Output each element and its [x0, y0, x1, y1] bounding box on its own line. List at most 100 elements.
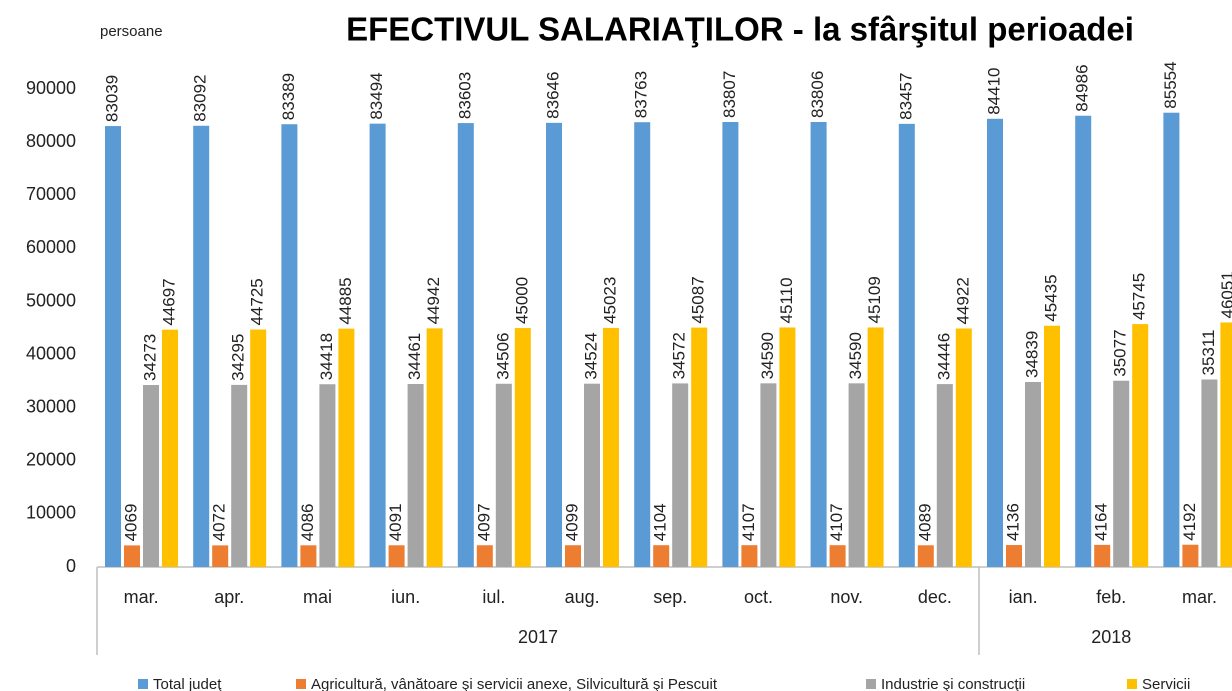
value-label: 45023 — [600, 277, 619, 324]
x-tick-label: mar. — [1182, 587, 1217, 607]
legend-label: Total judeţ — [153, 676, 222, 691]
bar — [829, 545, 846, 567]
bar — [1025, 382, 1041, 567]
x-tick-label: aug. — [565, 587, 600, 607]
bar — [1220, 322, 1232, 567]
x-tick-label: feb. — [1096, 587, 1126, 607]
bar — [193, 125, 210, 567]
x-tick-label: mar. — [124, 587, 159, 607]
x-tick-label: sep. — [653, 587, 687, 607]
bar — [1075, 115, 1092, 568]
y-tick-label: 10000 — [26, 503, 76, 523]
value-label: 45435 — [1041, 274, 1060, 321]
value-label: 35077 — [1111, 329, 1130, 376]
legend-label: Agricultură, vânătoare şi servicii anexe… — [311, 676, 718, 691]
bar — [388, 545, 405, 567]
value-label: 4164 — [1092, 503, 1111, 541]
bar — [722, 121, 739, 567]
bar — [987, 118, 1003, 567]
value-label: 46051 — [1218, 271, 1232, 318]
y-axis-label: persoane — [100, 23, 163, 40]
value-label: 4099 — [562, 503, 581, 541]
bar — [300, 545, 317, 567]
y-tick-label: 30000 — [26, 396, 76, 416]
value-label: 4072 — [210, 504, 229, 542]
x-tick-label: nov. — [830, 587, 863, 607]
value-label: 84410 — [984, 68, 1003, 115]
bar — [250, 329, 267, 567]
value-label: 45000 — [512, 277, 531, 324]
value-label: 4192 — [1180, 503, 1199, 541]
bar — [867, 327, 884, 567]
x-group-label: 2017 — [518, 627, 558, 647]
x-tick-label: mai — [303, 587, 332, 607]
value-label: 83092 — [191, 75, 210, 122]
value-label: 83603 — [455, 72, 474, 119]
bar — [162, 329, 178, 567]
value-label: 4107 — [827, 503, 846, 541]
value-label: 4069 — [121, 504, 140, 542]
bar — [779, 327, 796, 567]
value-label: 84986 — [1073, 64, 1092, 111]
bar — [281, 124, 298, 567]
bar — [634, 122, 651, 567]
bar — [760, 383, 777, 567]
value-label: 45745 — [1130, 273, 1149, 320]
value-label: 44885 — [336, 277, 355, 324]
value-label: 4136 — [1003, 503, 1022, 541]
legend-swatch — [296, 679, 306, 689]
bar — [457, 123, 474, 568]
value-label: 34295 — [229, 334, 248, 381]
x-tick-label: ian. — [1009, 587, 1038, 607]
bar — [1113, 380, 1130, 567]
bar — [1132, 324, 1149, 567]
value-label: 34590 — [758, 332, 777, 379]
bar — [1006, 545, 1022, 567]
y-tick-label: 20000 — [26, 450, 76, 470]
y-tick-label: 80000 — [26, 131, 76, 151]
x-tick-label: oct. — [744, 587, 773, 607]
value-label: 83763 — [632, 71, 651, 118]
bar — [105, 126, 121, 567]
bar — [565, 545, 581, 567]
y-tick-label: 70000 — [26, 184, 76, 204]
bar — [369, 123, 386, 568]
y-tick-label: 40000 — [26, 343, 76, 363]
x-group-label: 2018 — [1091, 627, 1131, 647]
x-tick-label: apr. — [214, 587, 244, 607]
value-label: 4089 — [915, 503, 934, 541]
value-label: 83494 — [367, 72, 386, 119]
value-label: 44697 — [159, 278, 178, 325]
bar — [848, 383, 865, 567]
value-label: 4091 — [386, 503, 405, 541]
bar — [1182, 544, 1199, 567]
bar — [231, 384, 248, 567]
value-label: 44725 — [248, 278, 267, 325]
x-tick-label: iul. — [482, 587, 505, 607]
bar — [936, 384, 953, 567]
bar — [1201, 379, 1218, 567]
value-label: 4104 — [651, 503, 670, 541]
bar — [810, 121, 827, 567]
value-label: 34839 — [1022, 331, 1041, 378]
bar — [407, 384, 424, 567]
bar — [898, 123, 915, 568]
bar — [546, 122, 562, 568]
value-label: 4097 — [474, 503, 493, 541]
value-label: 34590 — [846, 332, 865, 379]
y-tick-label: 0 — [66, 556, 76, 576]
value-label: 4086 — [298, 503, 317, 541]
value-label: 83039 — [102, 75, 121, 122]
bar — [917, 545, 934, 567]
x-tick-label: dec. — [918, 587, 952, 607]
bar — [672, 383, 689, 567]
value-label: 83389 — [279, 73, 298, 120]
bar — [495, 383, 512, 567]
bar — [1044, 325, 1060, 567]
bar — [691, 327, 708, 567]
bar — [476, 545, 493, 567]
value-label: 34572 — [670, 332, 689, 379]
value-label: 34446 — [934, 333, 953, 380]
value-label: 83646 — [543, 72, 562, 119]
